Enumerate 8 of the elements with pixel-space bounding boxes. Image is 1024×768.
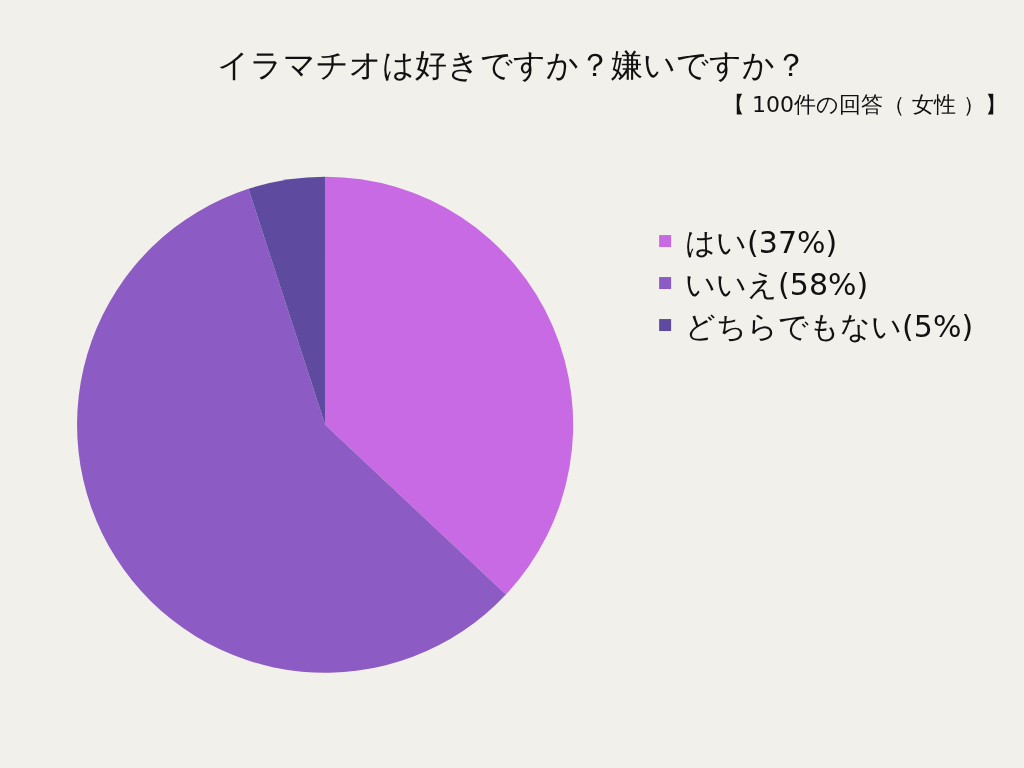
chart-subtitle: 【 100件の回答（ 女性 ）】 [723, 92, 1007, 117]
legend-label: はい(37%) [685, 224, 838, 260]
pie-slice [325, 176, 574, 595]
legend-label: どちらでもない(5%) [685, 308, 974, 344]
legend-label: いいえ(58%) [685, 266, 869, 302]
pie-slice [77, 188, 506, 673]
chart-title: イラマチオは好きですか？嫌いですか？ [217, 46, 807, 85]
pie-slice [248, 176, 326, 425]
